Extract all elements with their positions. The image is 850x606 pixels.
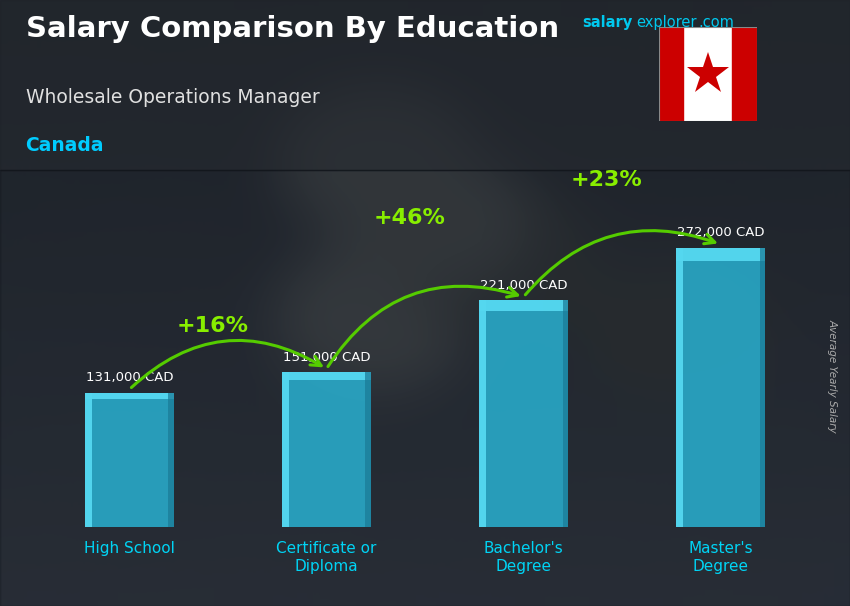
Bar xyxy=(732,27,756,121)
Bar xyxy=(479,300,486,527)
Bar xyxy=(85,393,173,399)
Text: Wholesale Operations Manager: Wholesale Operations Manager xyxy=(26,88,320,107)
Text: +46%: +46% xyxy=(373,208,445,228)
Text: 151,000 CAD: 151,000 CAD xyxy=(283,351,371,364)
Bar xyxy=(0,0,850,170)
Bar xyxy=(366,372,371,527)
Text: +23%: +23% xyxy=(570,170,643,190)
Bar xyxy=(85,393,173,527)
Bar xyxy=(282,372,371,527)
Text: 221,000 CAD: 221,000 CAD xyxy=(479,279,567,291)
Text: 272,000 CAD: 272,000 CAD xyxy=(677,226,764,239)
Text: Salary Comparison By Education: Salary Comparison By Education xyxy=(26,15,558,43)
Bar xyxy=(677,247,765,527)
Bar xyxy=(168,393,173,527)
Bar xyxy=(659,27,683,121)
Bar xyxy=(677,247,683,527)
Text: 131,000 CAD: 131,000 CAD xyxy=(86,371,173,384)
Text: .com: .com xyxy=(699,15,734,30)
Text: Average Yearly Salary: Average Yearly Salary xyxy=(827,319,837,433)
Bar xyxy=(0,170,850,606)
Bar xyxy=(563,300,568,527)
Bar xyxy=(282,372,289,527)
Bar xyxy=(479,300,568,311)
Bar xyxy=(282,372,371,380)
Bar xyxy=(85,393,92,527)
Bar xyxy=(479,300,568,527)
Text: Canada: Canada xyxy=(26,136,104,155)
Bar xyxy=(760,247,765,527)
Text: explorer: explorer xyxy=(636,15,696,30)
Text: salary: salary xyxy=(582,15,632,30)
Text: +16%: +16% xyxy=(176,316,248,336)
Bar xyxy=(677,247,765,262)
